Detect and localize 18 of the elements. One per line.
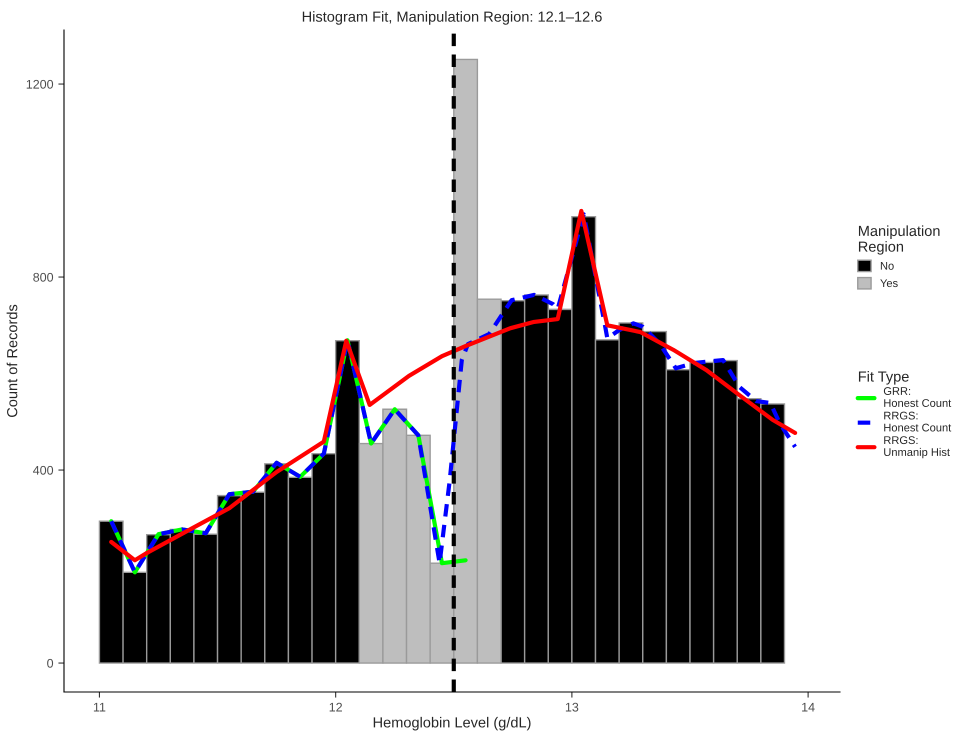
legend-label: Yes (880, 279, 898, 288)
chart-title: Histogram Fit, Manipulation Region: 12.1–12.6 (302, 11, 602, 25)
y-tick-label: 1200 (26, 80, 54, 89)
legend-title: Manipulation Region (858, 225, 940, 255)
legend-label: RRGS: Unmanip Hist (884, 436, 950, 458)
x-tick-label: 11 (94, 702, 106, 712)
y-tick-label: 800 (33, 272, 54, 282)
y-tick-label: 0 (47, 658, 54, 668)
x-axis-title: Hemoglobin Level (g/dL) (374, 716, 531, 730)
x-tick-label: 13 (566, 702, 578, 712)
legend-label: GRR: Honest Count (884, 387, 952, 407)
text: Fit Type (858, 371, 909, 385)
y-axis-title: Count of Records (6, 304, 18, 417)
x-tick-label: 14 (802, 702, 815, 712)
x-tick-label: 12 (330, 702, 342, 712)
y-tick-label: 400 (33, 466, 54, 475)
legend-label: No (880, 262, 894, 270)
legend-label: RRGS: Honest Count (884, 412, 952, 432)
